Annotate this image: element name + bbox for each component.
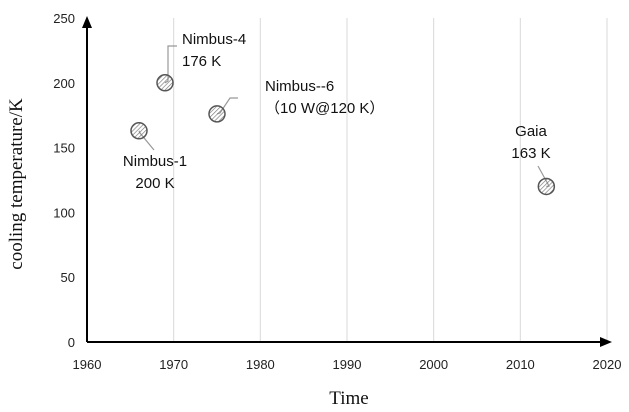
data-point [208,105,226,123]
point-label: Nimbus--6 （10 W@120 K） [265,78,384,117]
y-axis-title: cooling temperature/K [6,98,27,270]
tick-labels: 1960 1970 1980 1990 2000 2010 2020 0 50 100 150 200… [53,11,621,372]
x-tick-label: 1960 [73,357,102,372]
point-label: Gaia 163 K [511,123,550,162]
point-label-line: Nimbus-1 [123,153,187,170]
y-tick-label: 200 [53,76,75,91]
axes [82,16,612,347]
point-label: Nimbus-1 200 K [123,153,187,192]
y-axis-arrow [82,16,92,28]
x-tick-label: 1970 [159,357,188,372]
data-point [130,122,148,140]
y-tick-label: 250 [53,11,75,26]
x-axis-title: Time [329,388,368,409]
point-label-line: 163 K [511,145,550,162]
point-label-line: Nimbus-4 [182,31,246,48]
point-label-line: （10 W@120 K） [265,100,384,117]
x-tick-label: 1980 [246,357,275,372]
point-label-line: Gaia [515,123,547,140]
y-tick-label: 150 [53,141,75,156]
point-annotations: Nimbus-1 200 K Nimbus-4 176 K Nimbus--6 （10 W… [123,31,551,192]
x-tick-label: 1990 [333,357,362,372]
point-label-line: 176 K [182,53,221,70]
y-tick-label: 100 [53,205,75,220]
y-tick-label: 0 [68,335,75,350]
point-label: Nimbus-4 176 K [182,31,246,70]
data-points [130,74,556,196]
point-label-line: 200 K [135,175,174,192]
grid-lines [173,18,608,342]
y-tick-label: 50 [61,270,75,285]
data-point [156,74,174,92]
x-tick-label: 2000 [419,357,448,372]
data-point [537,177,556,196]
x-tick-label: 2020 [593,357,622,372]
x-axis-arrow [600,337,612,347]
point-label-line: Nimbus--6 [265,78,334,95]
x-tick-label: 2010 [506,357,535,372]
